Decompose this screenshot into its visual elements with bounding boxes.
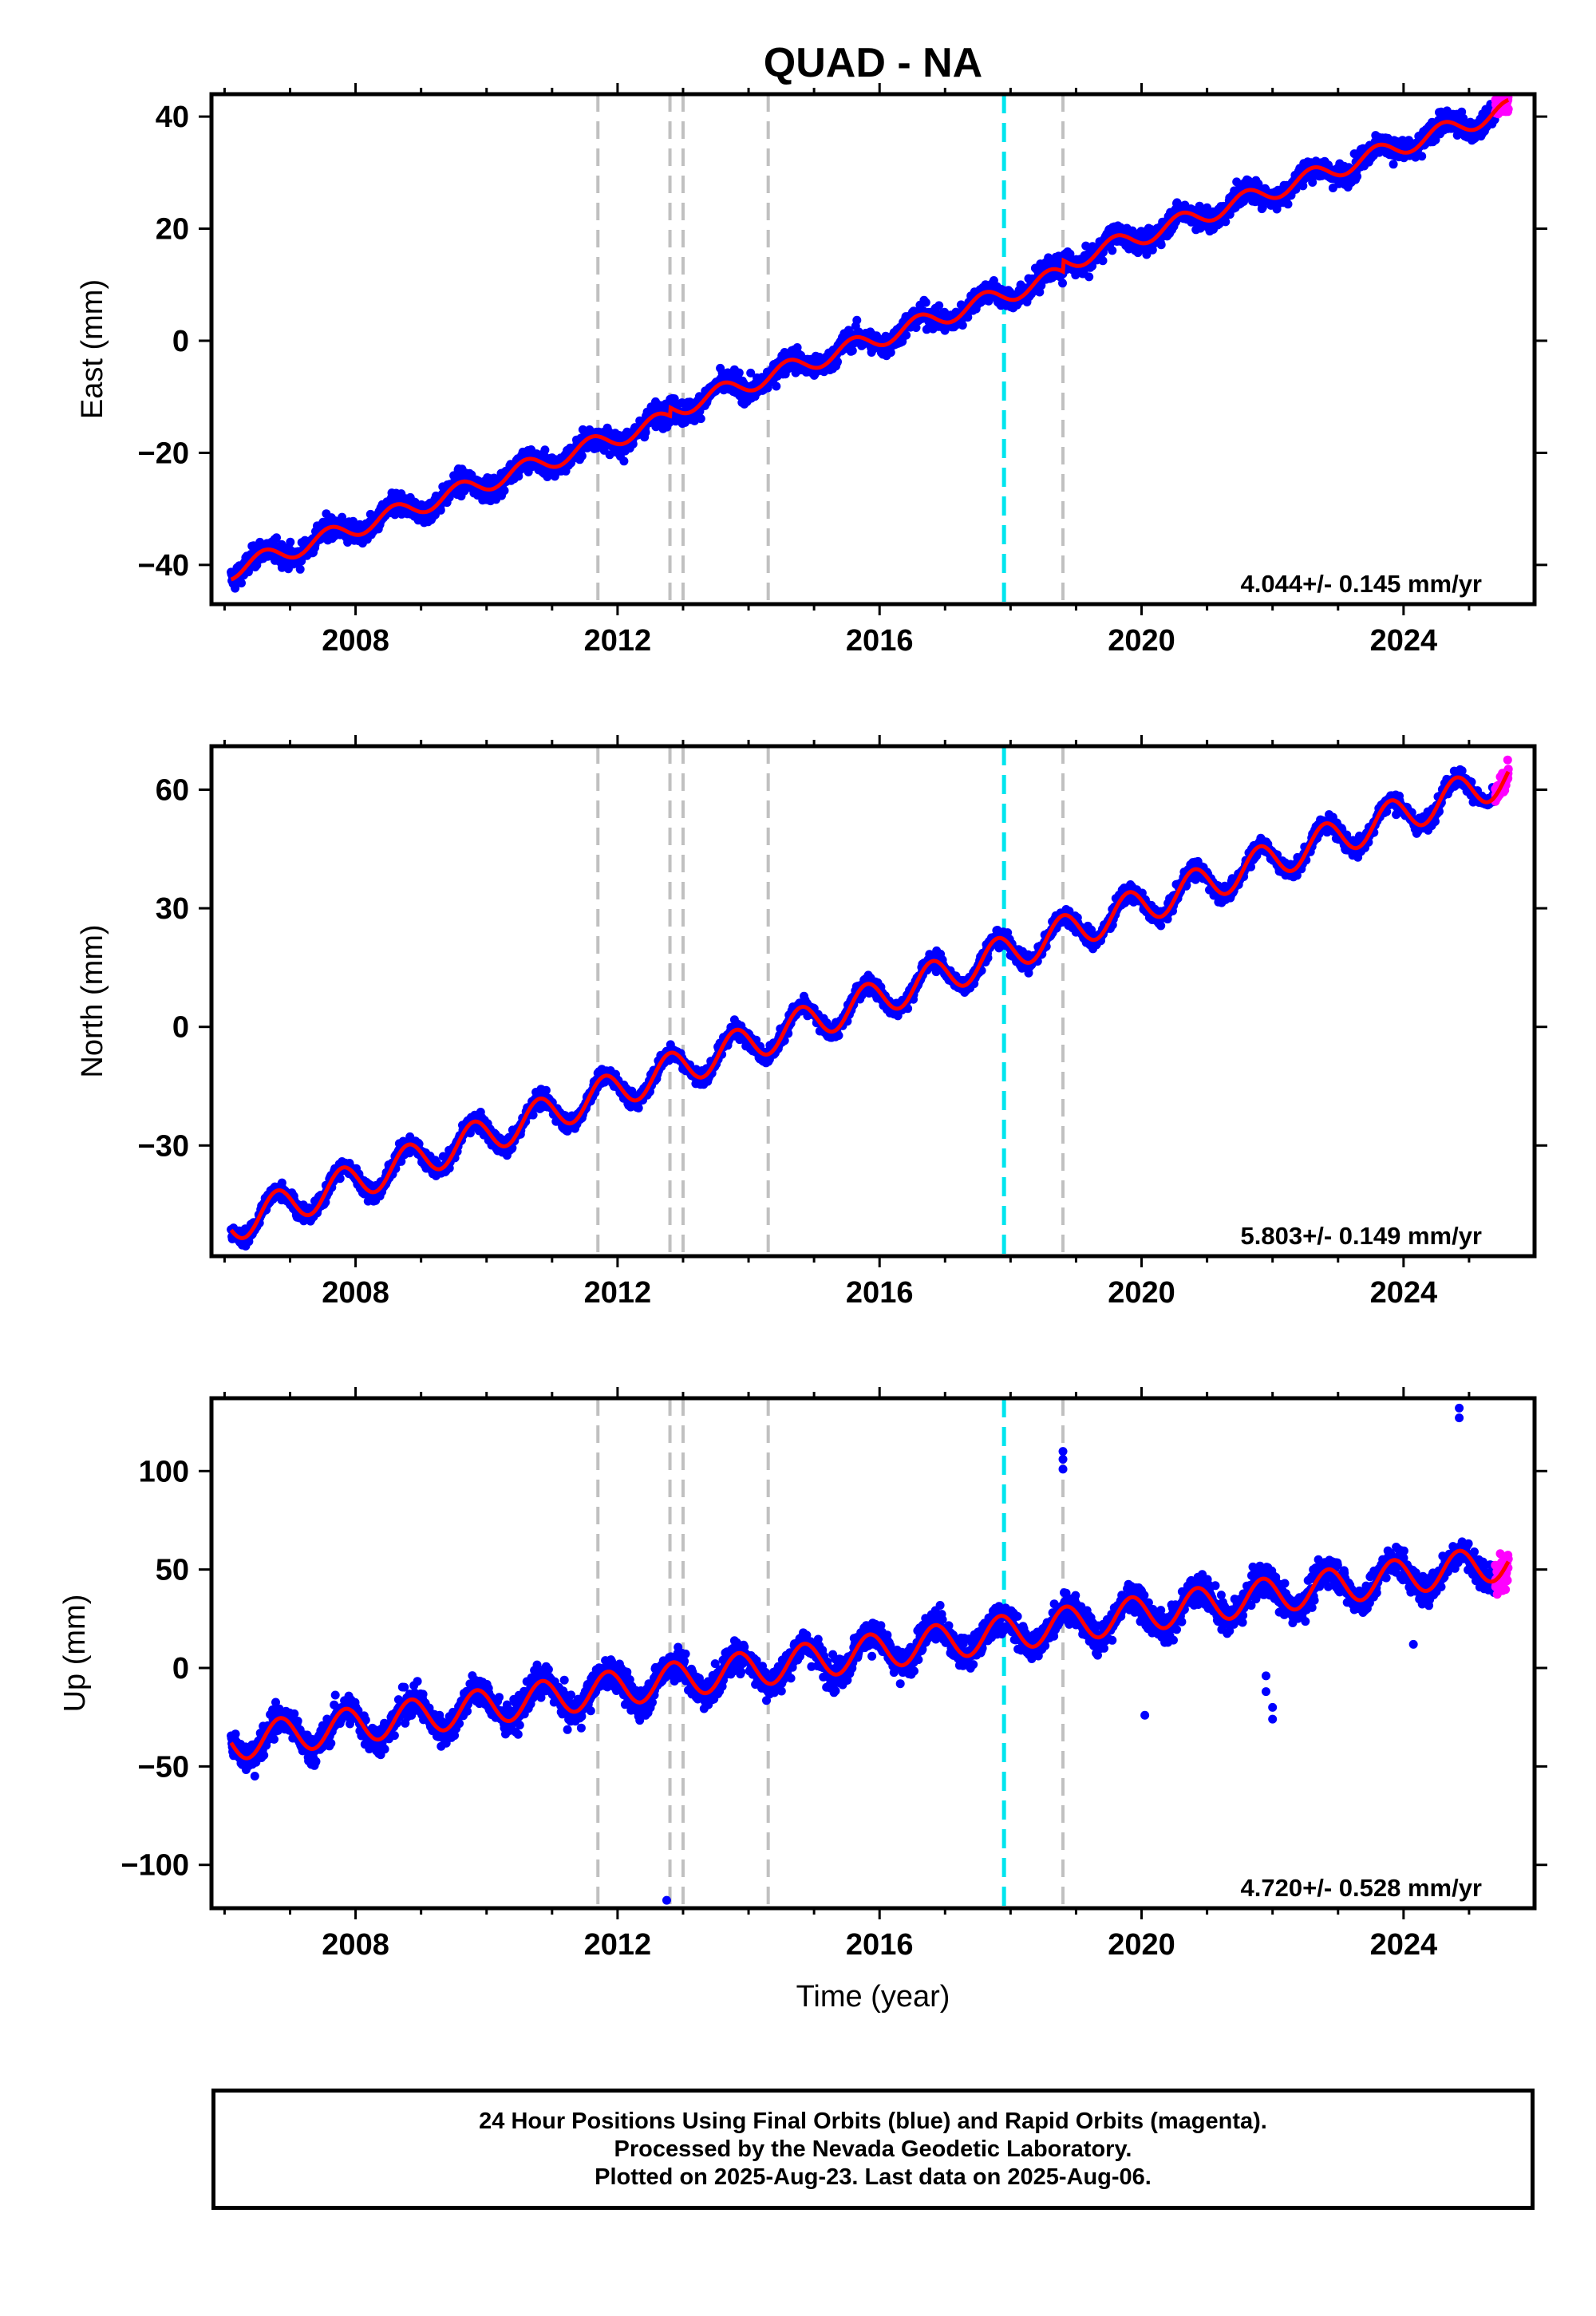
final_orbits-point (1058, 279, 1067, 288)
plot-area-north (227, 746, 1513, 1256)
panel-east: 2008 2012 2016 2020 2024 −40 −20 0 20 40 East (mm)… (76, 83, 1547, 658)
rapid_orbits-point (1503, 105, 1513, 114)
final_orbits-point (886, 348, 895, 358)
final_orbits-point (605, 450, 614, 460)
x-tick-label: 2020 (1108, 624, 1175, 658)
final_orbits-point (734, 368, 744, 377)
x-tick-label: 2012 (584, 624, 652, 658)
final_orbits-point (295, 564, 305, 574)
final_orbits-point (634, 1103, 643, 1113)
final_orbits-point (1098, 256, 1108, 266)
final_orbits-point (619, 456, 629, 466)
y-tick-label: −20 (138, 437, 189, 470)
final_orbits-point (958, 321, 967, 330)
final_orbits-point (1084, 272, 1094, 282)
panels: 2008 2012 2016 2020 2024 −40 −20 0 20 40 East (mm)… (58, 83, 1547, 1962)
final_orbits-point (272, 533, 281, 543)
final_orbits-point (934, 301, 944, 310)
final_orbits-point (746, 368, 756, 377)
final_orbits-point (696, 414, 705, 424)
x-tick-label: 2024 (1370, 624, 1438, 658)
plot-area-east (227, 94, 1513, 604)
y-tick-label: 20 (156, 213, 189, 247)
final_orbits-point (833, 357, 842, 366)
final_orbits-point (1353, 172, 1362, 181)
final_orbits-point (541, 1085, 551, 1095)
rate-label: 4.044+/- 0.145 mm/yr (1241, 570, 1482, 598)
final_orbits-point (436, 505, 445, 515)
final_orbits-point (847, 346, 857, 355)
y-tick-label: 0 (172, 325, 189, 358)
final_orbits-point (577, 451, 587, 460)
final_orbits-point (1037, 281, 1046, 290)
final_orbits-point (1417, 152, 1427, 161)
final_orbits-point (641, 428, 650, 437)
final_orbits-point (1035, 287, 1045, 297)
final_orbits-point (1156, 240, 1166, 250)
y-tick-label: −40 (138, 549, 189, 583)
final_orbits-point (1389, 160, 1398, 169)
x-tick-label: 2016 (846, 624, 914, 658)
final_orbits-point (772, 381, 781, 391)
chart-title: QUAD - NA (764, 40, 982, 86)
y-axis-label: East (mm) (76, 279, 109, 419)
final_orbits-point (286, 537, 295, 547)
final_orbits-point (852, 315, 862, 325)
final_orbits-point (921, 298, 930, 307)
final_orbits-point (1283, 200, 1293, 209)
final_orbits-point (1142, 250, 1152, 259)
final_orbits-point (902, 330, 911, 340)
y-tick-label: 40 (156, 101, 189, 134)
final_orbits-point (231, 583, 240, 593)
final_orbits-point (237, 579, 246, 588)
final_orbits-point (540, 445, 550, 455)
final_orbits-point (338, 512, 347, 522)
final_orbits-point (670, 394, 679, 404)
final_orbits-point (500, 486, 509, 496)
final_orbits-point (1108, 246, 1117, 255)
final_orbits-point (911, 323, 921, 332)
x-tick-label: 2008 (322, 624, 389, 658)
